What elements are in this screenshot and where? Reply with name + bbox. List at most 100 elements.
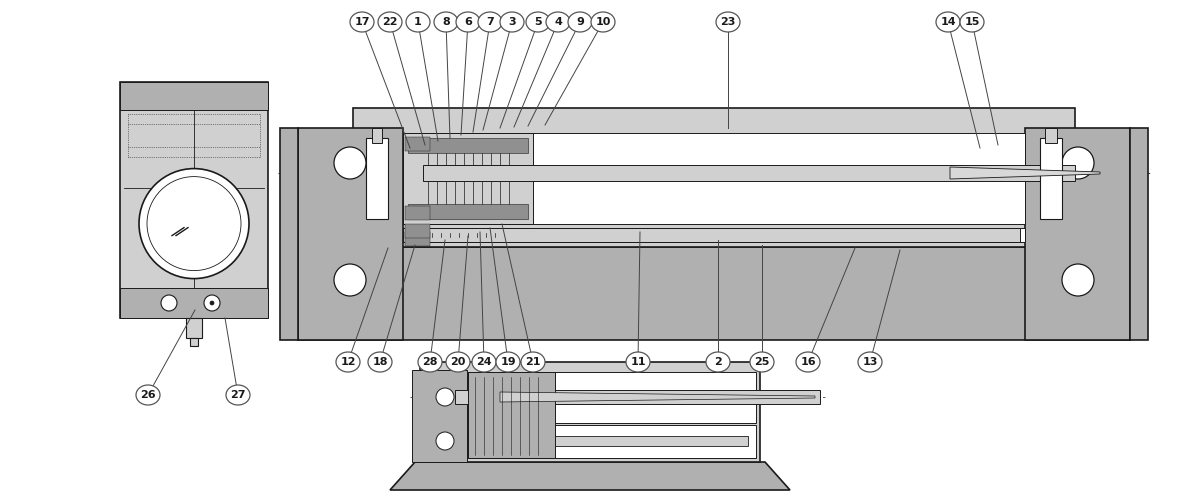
Circle shape <box>161 295 177 311</box>
Ellipse shape <box>434 12 458 32</box>
Bar <box>298 128 403 340</box>
Text: 10: 10 <box>595 17 611 27</box>
Bar <box>412 370 467 462</box>
Ellipse shape <box>526 12 550 32</box>
Text: 25: 25 <box>755 357 769 367</box>
Bar <box>120 82 268 318</box>
Ellipse shape <box>858 352 882 372</box>
Text: 18: 18 <box>373 357 388 367</box>
Text: 17: 17 <box>355 17 370 27</box>
Ellipse shape <box>226 385 250 405</box>
Ellipse shape <box>521 352 545 372</box>
Ellipse shape <box>335 352 361 372</box>
Bar <box>455 390 819 404</box>
Ellipse shape <box>960 12 984 32</box>
Ellipse shape <box>750 352 774 372</box>
Ellipse shape <box>478 12 502 32</box>
Bar <box>280 128 298 340</box>
Text: 27: 27 <box>230 390 246 400</box>
Text: 22: 22 <box>382 17 398 27</box>
Text: 3: 3 <box>508 17 516 27</box>
Circle shape <box>334 264 367 296</box>
Circle shape <box>204 295 220 311</box>
Text: 20: 20 <box>450 357 466 367</box>
Ellipse shape <box>568 12 592 32</box>
Text: 24: 24 <box>476 357 492 367</box>
Text: 28: 28 <box>422 357 437 367</box>
Bar <box>409 204 528 219</box>
Bar <box>405 206 430 220</box>
Circle shape <box>436 388 454 406</box>
Ellipse shape <box>716 12 740 32</box>
Bar <box>468 425 756 458</box>
Ellipse shape <box>379 12 403 32</box>
Ellipse shape <box>627 352 651 372</box>
Bar <box>120 288 268 318</box>
Bar <box>420 362 760 462</box>
Text: 6: 6 <box>464 17 472 27</box>
Bar <box>403 228 1025 242</box>
Bar <box>405 137 430 151</box>
Circle shape <box>139 168 249 278</box>
Bar <box>468 372 555 458</box>
Bar <box>1130 128 1148 340</box>
Bar <box>409 138 528 153</box>
Bar <box>298 247 1130 340</box>
Text: 9: 9 <box>576 17 583 27</box>
Bar <box>186 318 202 338</box>
Circle shape <box>1061 147 1094 179</box>
Text: 11: 11 <box>630 357 646 367</box>
Ellipse shape <box>936 12 960 32</box>
Circle shape <box>1061 264 1094 296</box>
Circle shape <box>210 301 214 305</box>
Bar <box>120 82 268 110</box>
Ellipse shape <box>456 12 480 32</box>
Bar <box>367 138 388 219</box>
Text: 8: 8 <box>442 17 450 27</box>
Ellipse shape <box>546 12 570 32</box>
Ellipse shape <box>472 352 496 372</box>
Text: 13: 13 <box>863 357 878 367</box>
Ellipse shape <box>406 12 430 32</box>
Bar <box>468 436 748 446</box>
Ellipse shape <box>591 12 615 32</box>
Bar <box>190 338 198 346</box>
Text: 4: 4 <box>553 17 562 27</box>
Bar <box>468 372 756 423</box>
Bar <box>1025 128 1130 340</box>
Bar <box>403 133 533 224</box>
Ellipse shape <box>795 352 819 372</box>
Ellipse shape <box>496 352 520 372</box>
Bar <box>423 165 1075 181</box>
Circle shape <box>147 176 241 270</box>
Bar <box>403 133 1025 224</box>
Polygon shape <box>950 167 1100 179</box>
Bar <box>1040 138 1061 219</box>
Text: 16: 16 <box>800 357 816 367</box>
Bar <box>405 232 430 246</box>
Bar <box>1045 128 1057 143</box>
Bar <box>353 108 1075 247</box>
Text: 5: 5 <box>534 17 541 27</box>
Ellipse shape <box>418 352 442 372</box>
Circle shape <box>436 432 454 450</box>
Ellipse shape <box>446 352 470 372</box>
Text: 12: 12 <box>340 357 356 367</box>
Bar <box>405 224 430 238</box>
Text: 21: 21 <box>525 357 540 367</box>
Text: 14: 14 <box>940 17 956 27</box>
Ellipse shape <box>500 12 524 32</box>
Ellipse shape <box>368 352 392 372</box>
Text: 1: 1 <box>415 17 422 27</box>
Text: 15: 15 <box>964 17 980 27</box>
Text: 7: 7 <box>486 17 494 27</box>
Text: 26: 26 <box>140 390 156 400</box>
Text: 19: 19 <box>501 357 516 367</box>
Polygon shape <box>500 392 815 402</box>
Polygon shape <box>391 462 789 490</box>
Bar <box>373 128 382 143</box>
Ellipse shape <box>137 385 161 405</box>
Bar <box>403 228 524 242</box>
Bar <box>428 228 1019 242</box>
Ellipse shape <box>350 12 374 32</box>
